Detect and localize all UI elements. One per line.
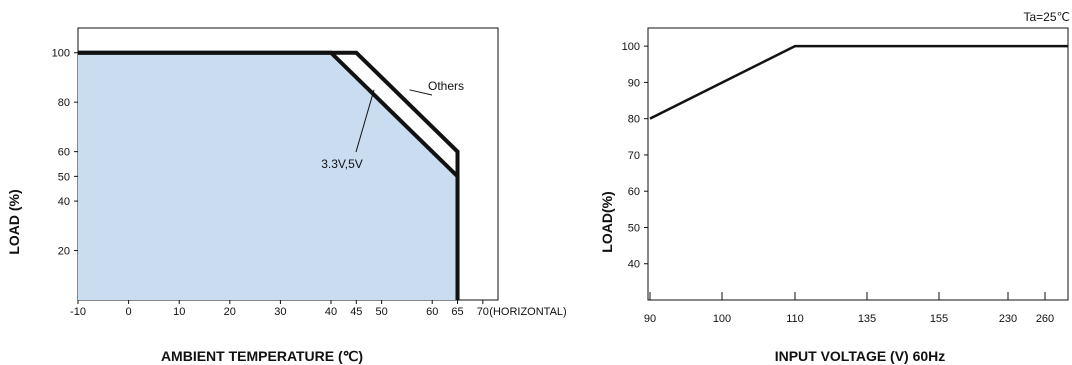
- chart2-y-tick-label: 90: [628, 77, 640, 89]
- chart1-y-tick-label: 80: [58, 97, 70, 109]
- series-pointer-line: [355, 89, 375, 153]
- chart1-x-tick-label: 65: [451, 306, 463, 318]
- safe-operating-area: [78, 52, 458, 301]
- chart2-y-tick-label: 50: [628, 222, 640, 234]
- chart1-x-tick-label: 10: [173, 306, 185, 318]
- chart2-y-axis-label: LOAD(%): [599, 191, 615, 252]
- chart2-y-tick-label: 100: [622, 41, 640, 53]
- chart2-y-tick-label: 60: [628, 186, 640, 198]
- chart2-condition-note: Ta=25℃: [1023, 10, 1070, 24]
- chart1-x-tick-label: 20: [224, 306, 236, 318]
- chart2-x-axis-label: INPUT VOLTAGE (V) 60Hz: [775, 348, 946, 364]
- chart1-x-tick-label: 30: [274, 306, 286, 318]
- chart1-y-tick-label: 100: [52, 48, 70, 60]
- chart1-x-tick-label: -10: [70, 306, 86, 318]
- chart2-plot-frame: [647, 27, 1069, 301]
- chart1-y-tick-label: 60: [58, 147, 70, 159]
- chart1-x-axis-note: (HORIZONTAL): [489, 306, 566, 318]
- chart1-x-axis-label: AMBIENT TEMPERATURE (℃): [161, 348, 363, 364]
- chart1-x-tick-label: 0: [126, 306, 132, 318]
- chart1-x-tick-label: 40: [325, 306, 337, 318]
- chart1-x-tick-label: 50: [375, 306, 387, 318]
- chart2-x-tick-label: 135: [858, 313, 876, 325]
- chart1-y-tick-label: 20: [58, 246, 70, 258]
- load-vs-voltage-line: [649, 44, 1068, 120]
- chart1-y-tick-label: 40: [58, 196, 70, 208]
- series-line-3v3-5v: [78, 50, 460, 300]
- chart1-x-tick-label: 45: [350, 306, 362, 318]
- chart1-x-tick-label: 60: [426, 306, 438, 318]
- chart2-x-tick-label: 90: [644, 313, 656, 325]
- series-label-3v3-5v: 3.3V,5V: [321, 157, 363, 171]
- temperature-derating-chart: 20 40 50 60 80 100 -10 0 10 20 30 40 45 50 60 65 70 Oth…: [6, 27, 567, 364]
- chart2-x-tick-label: 155: [930, 313, 948, 325]
- chart2-y-tick-label: 70: [628, 150, 640, 162]
- chart2-y-tick-label: 80: [628, 114, 640, 126]
- chart2-x-tick-label: 230: [999, 313, 1017, 325]
- chart2-x-tick-label: 100: [713, 313, 731, 325]
- series-pointer-line: [409, 89, 433, 96]
- chart2-x-tick-label: 110: [786, 313, 804, 325]
- input-voltage-derating-chart: 40 50 60 70 80 90 100 90 100 110 135 155 230 260 Ta=…: [599, 10, 1070, 364]
- chart1-y-tick-label: 50: [58, 171, 70, 183]
- chart2-x-tick-label: 260: [1036, 313, 1054, 325]
- chart1-y-axis-label: LOAD (%): [6, 189, 22, 254]
- series-label-others: Others: [428, 79, 464, 93]
- chart1-x-tick-label: 70: [477, 306, 489, 318]
- chart2-y-tick-label: 40: [628, 259, 640, 271]
